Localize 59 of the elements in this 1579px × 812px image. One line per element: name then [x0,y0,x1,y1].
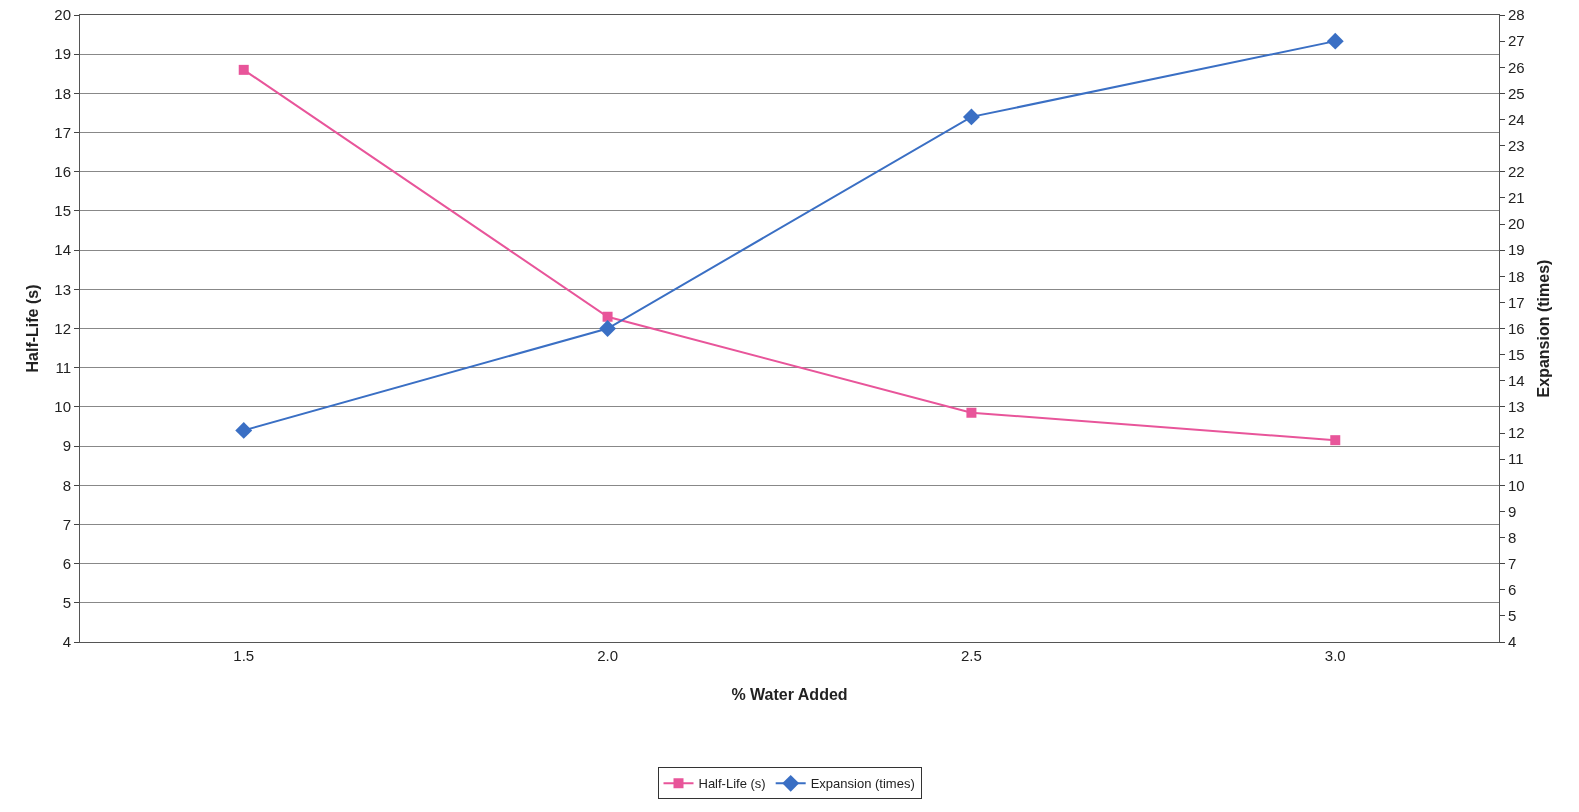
point [235,421,253,439]
y2-tick-label: 18 [1508,267,1525,285]
y2-tick-label: 15 [1508,345,1525,363]
y2-tick-label: 26 [1508,58,1525,76]
y2-tick-label: 14 [1508,372,1525,389]
y-axis-title: Half-Life (s) [24,284,41,373]
y-tick-label: 9 [62,437,71,455]
point [1330,435,1341,446]
y2-tick-label: 6 [1508,581,1517,598]
point [966,407,977,418]
y-tick-label: 20 [54,6,71,24]
y-tick-label: 15 [54,202,71,220]
y2-tick-label: 27 [1508,32,1525,50]
y2-tick-label: 19 [1508,241,1525,259]
y-tick-label: 11 [55,358,71,376]
y2-axis-title: Expansion (times) [1535,259,1552,398]
y-tick-label: 8 [62,476,71,494]
y2-tick-label: 25 [1508,84,1525,102]
y-tick-label: 7 [62,515,71,533]
point [599,320,617,337]
x-axis-title: % Water Added [731,686,848,703]
y2-tick-label: 16 [1508,319,1525,337]
y2-tick-label: 4 [1508,633,1517,651]
point [602,311,613,322]
y-tick-label: 10 [54,398,71,416]
y2-tick-label: 5 [1508,607,1517,625]
y2-tick-label: 17 [1508,293,1525,311]
y2-tick-label: 20 [1508,215,1525,233]
y-tick-label: 6 [62,554,71,572]
y2-tick-label: 21 [1508,189,1525,207]
x-tick-label: 2.5 [960,647,982,664]
x-tick-label: 2.0 [597,647,619,664]
point [238,64,249,75]
point [962,108,980,126]
x-tick-label: 3.0 [1324,647,1346,664]
y2-tick-label: 28 [1508,6,1525,24]
y-tick-label: 13 [54,280,71,298]
y-tick-label: 14 [54,241,71,259]
y-tick-label: 5 [62,594,71,612]
y2-tick-label: 10 [1508,476,1525,494]
y-tick-label: 16 [54,163,71,180]
y2-tick-label: 22 [1508,163,1525,180]
y-tick-label: 4 [62,633,71,651]
y-tick-label: 17 [54,123,71,141]
y2-tick-label: 11 [1508,450,1524,468]
y2-tick-label: 12 [1508,424,1525,442]
y2-tick-label: 7 [1508,554,1517,572]
legend-label: Half-Life (s) [698,776,766,792]
y2-tick-label: 24 [1508,110,1525,128]
y2-tick-label: 9 [1508,502,1517,520]
y-tick-label: 12 [54,319,71,337]
y-tick-label: 19 [54,45,71,63]
y-tick-label: 18 [54,84,71,102]
point [1326,32,1344,50]
x-tick-label: 1.5 [233,647,255,664]
y2-tick-label: 23 [1508,136,1525,154]
y2-tick-label: 13 [1508,398,1525,416]
legend-label: Expansion (times) [810,776,915,792]
y2-tick-label: 8 [1508,528,1517,546]
